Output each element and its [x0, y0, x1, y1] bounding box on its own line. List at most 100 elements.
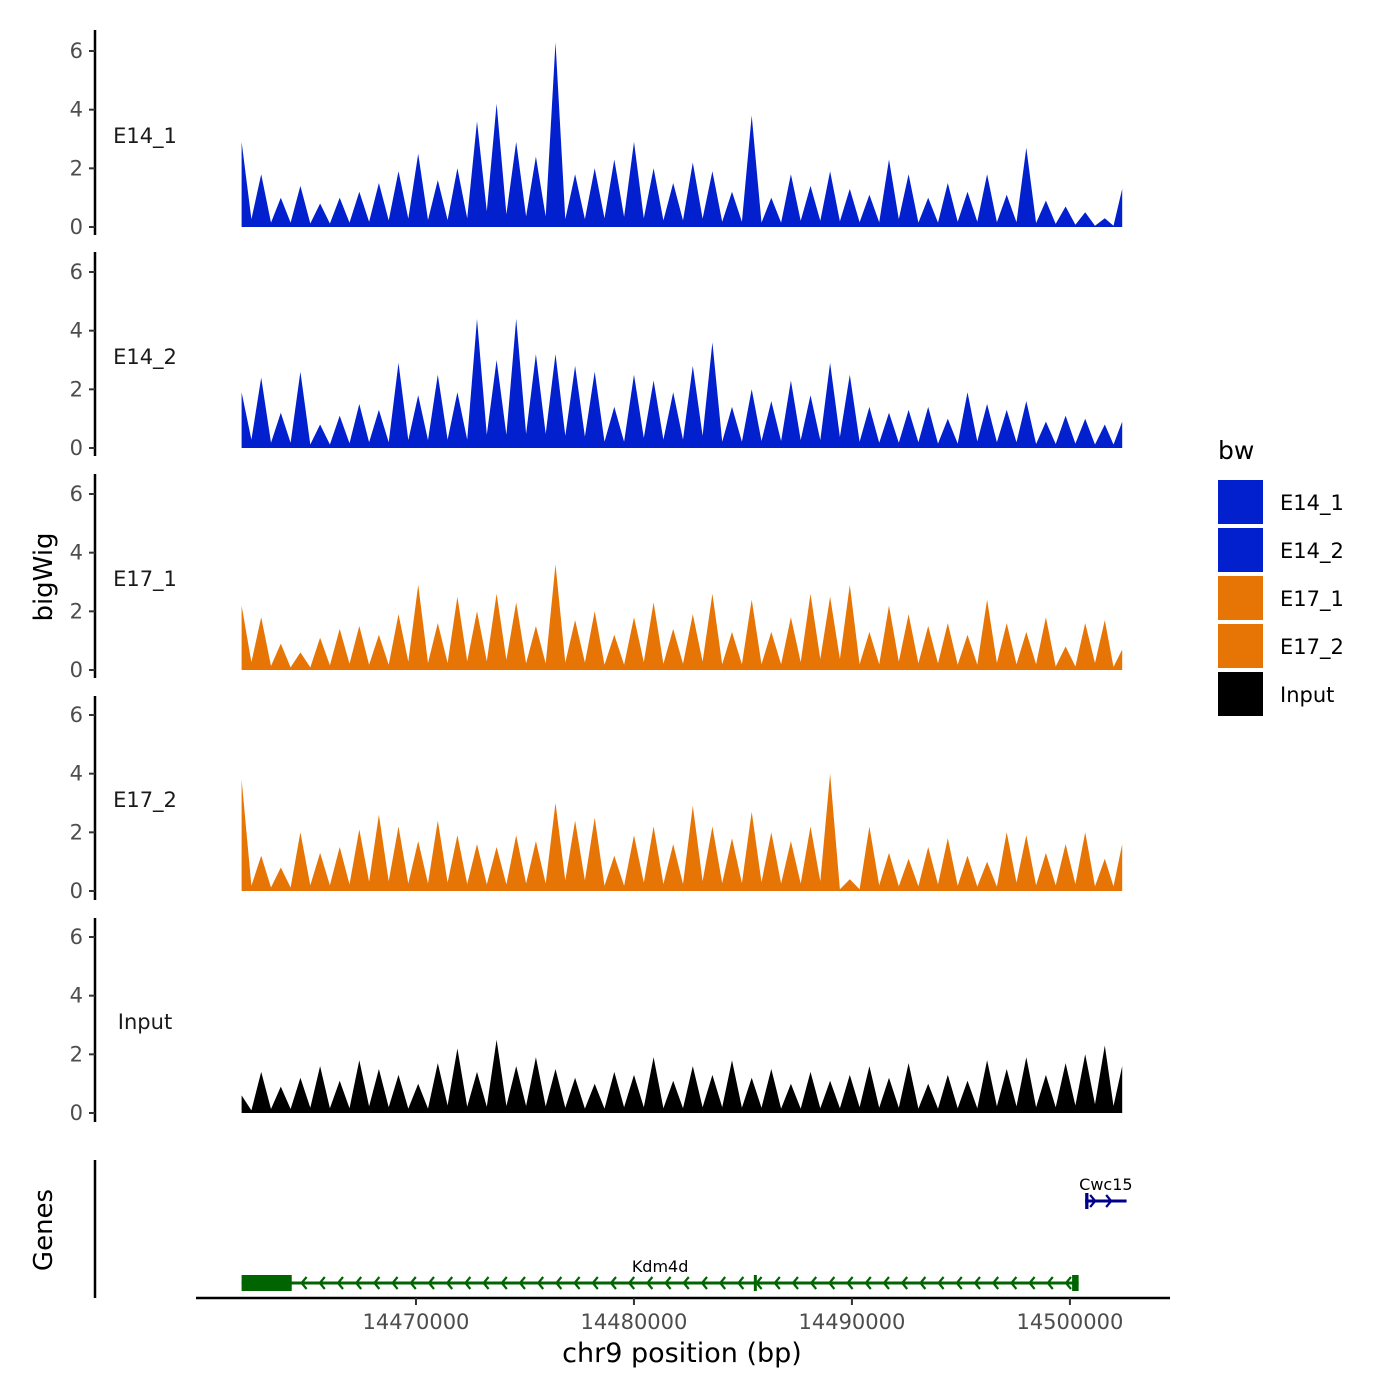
- strand-arrow: [827, 1276, 836, 1290]
- coverage-area-e14_1: [241, 42, 1123, 228]
- y-tick-label: 2: [70, 1042, 83, 1066]
- strand-arrow: [937, 1276, 945, 1290]
- strand-arrow: [864, 1276, 872, 1290]
- y-tick-label: 0: [70, 1101, 83, 1125]
- strand-arrow: [918, 1276, 927, 1290]
- track-panel-e17_1: 0 2 4 6 E17_1: [70, 474, 1123, 682]
- strand-arrow: [591, 1276, 599, 1290]
- strand-arrow: [1064, 1276, 1072, 1290]
- legend-label: E14_1: [1280, 491, 1344, 516]
- y-tick-label: 6: [70, 925, 83, 949]
- strand-arrow: [627, 1276, 636, 1290]
- strand-arrow: [391, 1276, 399, 1290]
- strand-arrow: [955, 1276, 963, 1290]
- coverage-area-e17_1: [241, 564, 1123, 670]
- y-tick-label: 6: [70, 482, 83, 506]
- strand-arrow: [300, 1276, 308, 1290]
- strand-arrow: [791, 1276, 799, 1290]
- track-label: E17_2: [113, 788, 177, 813]
- strand-arrow: [700, 1276, 708, 1290]
- y-tick-label: 0: [70, 215, 83, 239]
- strand-arrow: [645, 1276, 654, 1290]
- y-tick-label: 0: [70, 658, 83, 682]
- strand-arrow: [445, 1276, 454, 1290]
- track-label: E14_2: [113, 345, 177, 370]
- gene-exon: [241, 1275, 292, 1291]
- gene-exon: [753, 1275, 757, 1291]
- legend-label: Input: [1280, 683, 1334, 707]
- strand-arrow: [682, 1276, 690, 1290]
- coverage-area-e14_2: [241, 318, 1123, 448]
- y-tick-label: 4: [70, 98, 83, 122]
- x-tick-label: 14500000: [1016, 1310, 1123, 1334]
- x-tick-label: 14470000: [363, 1310, 470, 1334]
- y-axis-title: bigWig: [29, 532, 59, 621]
- gene-exon: [1072, 1275, 1079, 1291]
- strand-arrow: [882, 1276, 890, 1290]
- strand-arrow: [1105, 1194, 1113, 1208]
- strand-arrow: [991, 1276, 1000, 1290]
- track-panel-input: 0 2 4 6 Input: [70, 918, 1123, 1125]
- legend-swatch-input: [1218, 672, 1263, 716]
- strand-arrow: [500, 1276, 508, 1290]
- strand-arrow: [718, 1276, 727, 1290]
- gene-track: Kdm4d Cwc15: [93, 1160, 1133, 1298]
- y-tick-label: 4: [70, 319, 83, 343]
- y-tick-label: 2: [70, 599, 83, 623]
- gene-name-label: Kdm4d: [632, 1257, 689, 1276]
- y-tick-label: 4: [70, 762, 83, 786]
- strand-arrow: [973, 1276, 981, 1290]
- legend-swatch-e14_2: [1218, 528, 1263, 572]
- x-tick-label: 14490000: [798, 1310, 905, 1334]
- strand-arrow: [409, 1276, 417, 1290]
- track-panel-e14_2: 0 2 4 6 E14_2: [70, 252, 1123, 460]
- strand-arrow: [664, 1276, 672, 1290]
- legend: bw E14_1 E14_2 E17_1 E17_2 Input: [1218, 436, 1344, 716]
- track-label: E14_1: [113, 124, 177, 149]
- legend-label: E17_1: [1280, 587, 1344, 612]
- y-tick-label: 2: [70, 377, 83, 401]
- strand-arrow: [809, 1276, 818, 1290]
- y-tick-label: 2: [70, 156, 83, 180]
- strand-arrow: [427, 1276, 435, 1290]
- legend-swatch-e14_1: [1218, 480, 1263, 524]
- x-tick-label: 14480000: [581, 1310, 688, 1334]
- strand-arrow: [1046, 1276, 1054, 1290]
- legend-label: E17_2: [1280, 635, 1344, 660]
- x-axis-title: chr9 position (bp): [562, 1338, 802, 1369]
- y-tick-label: 6: [70, 39, 83, 63]
- strand-arrow: [609, 1276, 617, 1290]
- strand-arrow: [1028, 1276, 1036, 1290]
- strand-arrow: [900, 1276, 909, 1290]
- strand-arrow: [846, 1276, 854, 1290]
- strand-arrow: [482, 1276, 490, 1290]
- strand-arrow: [773, 1276, 781, 1290]
- y-tick-label: 6: [70, 260, 83, 284]
- strand-arrow: [354, 1276, 363, 1290]
- legend-title: bw: [1218, 436, 1254, 465]
- coverage-area-e17_2: [241, 773, 1123, 891]
- track-panel-e17_2: 0 2 4 6 E17_2: [70, 696, 1123, 903]
- strand-arrow: [372, 1276, 381, 1290]
- track-label: Input: [118, 1010, 172, 1034]
- genes-axis-title: Genes: [29, 1189, 59, 1271]
- strand-arrow: [463, 1276, 472, 1290]
- y-tick-label: 4: [70, 984, 83, 1008]
- strand-arrow: [518, 1276, 526, 1290]
- strand-arrow: [1089, 1194, 1097, 1208]
- track-panel-e14_1: 0 2 4 6 E14_1: [70, 30, 1123, 239]
- track-panels: 0 2 4 6 E14_1 0 2 4 6 E14_2 0 2 4 6 E17_1 0 2 4 6 E17_2 0 2 4 6…: [70, 30, 1123, 1125]
- gene-cwc15: Cwc15: [1079, 1175, 1133, 1209]
- y-tick-label: 0: [70, 879, 83, 903]
- y-tick-label: 6: [70, 703, 83, 727]
- strand-arrow: [573, 1276, 581, 1290]
- track-label: E17_1: [113, 567, 177, 592]
- x-axis: 14470000 14480000 14490000 14500000: [196, 1296, 1170, 1334]
- gene-kdm4d: Kdm4d: [241, 1257, 1079, 1291]
- strand-arrow: [336, 1276, 344, 1290]
- coverage-area-input: [241, 1039, 1123, 1113]
- legend-swatch-e17_2: [1218, 624, 1263, 668]
- legend-swatch-e17_1: [1218, 576, 1263, 620]
- gene-exon: [1085, 1193, 1089, 1209]
